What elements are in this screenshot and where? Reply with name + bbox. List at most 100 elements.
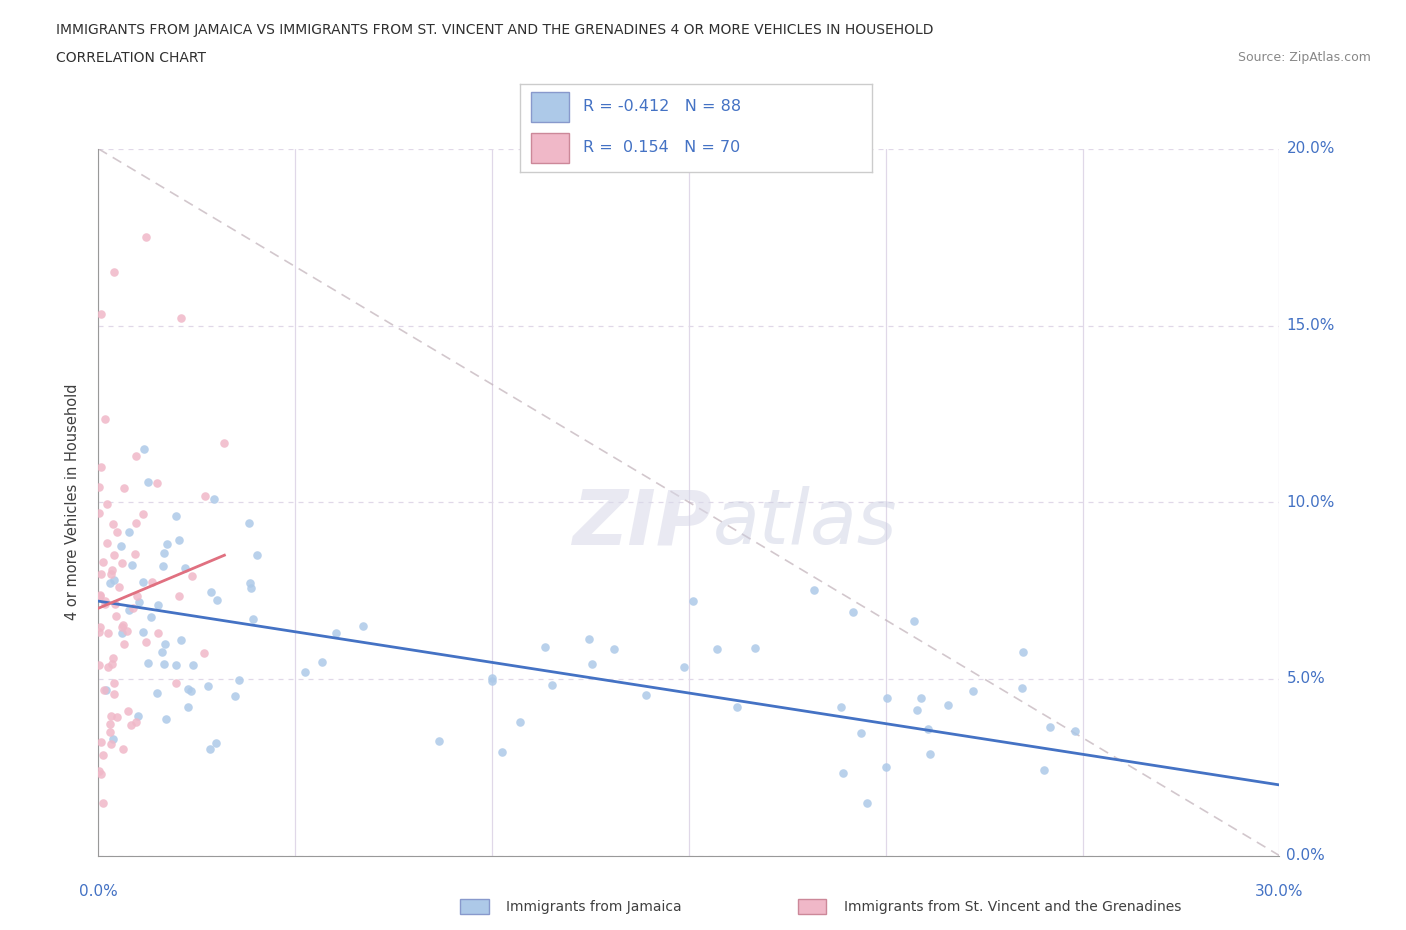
- Point: [101, 517, 124, 532]
- Point: [91, 795, 114, 810]
- Point: [917, 722, 939, 737]
- Point: [803, 582, 825, 597]
- Point: [169, 589, 191, 604]
- Point: [128, 595, 150, 610]
- FancyBboxPatch shape: [797, 899, 827, 914]
- Point: [97, 626, 120, 641]
- Point: [89, 589, 111, 604]
- Point: [101, 657, 124, 671]
- Point: [905, 703, 928, 718]
- Point: [100, 567, 122, 582]
- Point: [118, 603, 141, 618]
- Point: [170, 311, 193, 325]
- Point: [481, 674, 503, 689]
- Point: [910, 691, 932, 706]
- Point: [153, 545, 176, 560]
- Point: [125, 714, 148, 729]
- Point: [352, 618, 374, 633]
- Point: [200, 584, 222, 599]
- Point: [132, 624, 155, 639]
- Point: [112, 480, 135, 495]
- Point: [124, 547, 146, 562]
- Point: [875, 759, 897, 774]
- Point: [962, 684, 984, 698]
- Point: [170, 633, 193, 648]
- Point: [150, 644, 173, 659]
- Point: [110, 538, 132, 553]
- Point: [509, 714, 531, 729]
- Point: [165, 675, 187, 690]
- Point: [124, 515, 146, 530]
- Point: [1011, 681, 1033, 696]
- Point: [581, 657, 603, 671]
- Text: R = -0.412   N = 88: R = -0.412 N = 88: [583, 99, 741, 113]
- Point: [103, 686, 125, 701]
- Point: [103, 548, 125, 563]
- Point: [311, 655, 333, 670]
- Point: [177, 699, 200, 714]
- Point: [194, 488, 217, 503]
- Point: [205, 735, 228, 750]
- Point: [104, 608, 127, 623]
- Point: [238, 515, 260, 530]
- Point: [903, 614, 925, 629]
- Point: [122, 601, 145, 616]
- Point: [94, 412, 117, 427]
- Point: [90, 459, 112, 474]
- Text: 10.0%: 10.0%: [1286, 495, 1334, 510]
- Point: [672, 659, 695, 674]
- Point: [148, 597, 170, 612]
- Point: [89, 658, 111, 672]
- Point: [105, 525, 128, 539]
- Point: [146, 626, 169, 641]
- Point: [634, 688, 657, 703]
- Point: [207, 592, 229, 607]
- Point: [125, 448, 148, 463]
- Point: [224, 688, 246, 703]
- Point: [180, 684, 202, 698]
- Point: [89, 480, 111, 495]
- Point: [242, 611, 264, 626]
- Point: [103, 573, 125, 588]
- Point: [167, 533, 190, 548]
- Text: atlas: atlas: [713, 486, 897, 561]
- Point: [141, 575, 163, 590]
- Text: CORRELATION CHART: CORRELATION CHART: [56, 51, 207, 65]
- Point: [93, 748, 115, 763]
- Point: [541, 677, 564, 692]
- Point: [706, 642, 728, 657]
- Text: 0.0%: 0.0%: [1286, 848, 1326, 863]
- Point: [155, 537, 177, 551]
- Point: [152, 558, 174, 573]
- Point: [94, 593, 117, 608]
- Point: [481, 671, 503, 685]
- Point: [117, 703, 139, 718]
- Point: [111, 625, 134, 640]
- FancyBboxPatch shape: [531, 133, 569, 164]
- Point: [98, 717, 121, 732]
- Point: [180, 569, 202, 584]
- Point: [89, 624, 111, 639]
- Point: [841, 604, 863, 619]
- Point: [90, 735, 112, 750]
- Point: [112, 618, 135, 633]
- Point: [174, 561, 197, 576]
- Point: [89, 619, 111, 634]
- Point: [1063, 724, 1085, 738]
- Point: [141, 609, 163, 624]
- Y-axis label: 4 or more Vehicles in Household: 4 or more Vehicles in Household: [65, 384, 80, 620]
- Point: [100, 563, 122, 578]
- Point: [121, 558, 143, 573]
- Text: 0.0%: 0.0%: [79, 884, 118, 898]
- Point: [91, 554, 114, 569]
- Point: [603, 642, 626, 657]
- Point: [246, 547, 269, 562]
- Point: [134, 442, 156, 457]
- Point: [165, 509, 187, 524]
- Point: [136, 474, 159, 489]
- Point: [193, 645, 215, 660]
- Point: [146, 685, 169, 700]
- Point: [855, 795, 877, 810]
- Point: [830, 699, 852, 714]
- Point: [98, 576, 121, 591]
